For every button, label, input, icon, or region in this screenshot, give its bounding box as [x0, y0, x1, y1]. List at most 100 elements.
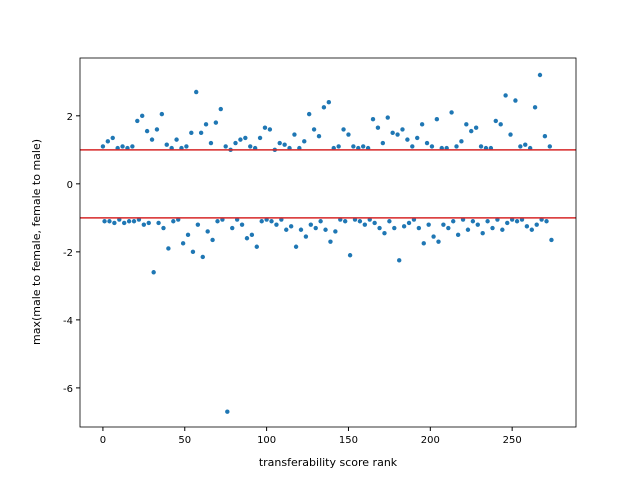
point [401, 224, 407, 229]
point [505, 220, 510, 226]
point [292, 132, 297, 137]
point [311, 127, 317, 132]
point [154, 127, 160, 132]
point [326, 100, 332, 105]
point [498, 122, 503, 127]
y-tick-label: -2 [63, 248, 73, 259]
point [434, 117, 440, 122]
point [302, 139, 307, 144]
point [508, 132, 513, 137]
point [470, 219, 476, 224]
point [184, 144, 189, 149]
point [151, 270, 156, 275]
point [397, 258, 402, 263]
point [316, 134, 322, 139]
point [306, 111, 312, 117]
plot-frame [79, 57, 577, 428]
point [120, 144, 125, 149]
point [259, 219, 264, 224]
point [174, 137, 179, 142]
point [230, 225, 235, 231]
point [144, 128, 150, 134]
point [441, 222, 446, 227]
point [465, 227, 471, 232]
point [346, 132, 351, 137]
y-axis-label: max(male to female, female to male) [30, 139, 43, 345]
point [308, 222, 314, 227]
point [284, 227, 289, 232]
point [189, 130, 194, 136]
point [395, 132, 400, 137]
point [429, 144, 435, 149]
point [370, 117, 376, 122]
point [243, 135, 248, 141]
point [446, 225, 451, 231]
y-tick-label: -4 [63, 316, 73, 327]
point [351, 144, 356, 149]
point [451, 219, 456, 224]
point [382, 230, 387, 236]
point [159, 111, 165, 117]
point [282, 142, 287, 147]
point [171, 219, 176, 224]
point [156, 220, 161, 226]
point [503, 93, 508, 98]
point [513, 98, 518, 103]
point [323, 227, 328, 232]
point [518, 144, 523, 149]
point [436, 239, 441, 244]
x-tick-label: 100 [257, 435, 276, 446]
point [249, 232, 255, 238]
point [529, 227, 535, 232]
point [544, 219, 549, 224]
point [194, 89, 199, 95]
point [480, 230, 485, 236]
point [140, 113, 145, 119]
point [213, 120, 219, 125]
point [298, 227, 304, 232]
point [100, 144, 106, 149]
point [198, 130, 204, 136]
point [372, 220, 377, 226]
point [532, 105, 538, 110]
point [257, 135, 263, 141]
point [341, 127, 346, 132]
point [146, 220, 151, 226]
point [385, 115, 390, 120]
point [131, 219, 137, 224]
point [549, 237, 554, 243]
point [375, 125, 381, 130]
x-tick-label: 0 [100, 435, 106, 446]
point [288, 224, 294, 229]
point [105, 139, 111, 144]
point [130, 144, 135, 149]
point [112, 220, 117, 226]
point [478, 144, 484, 149]
point [449, 110, 454, 115]
point [416, 225, 422, 231]
point [415, 135, 420, 141]
point [190, 249, 196, 255]
point [248, 144, 253, 149]
point [215, 219, 220, 224]
y-tick-label: -6 [63, 384, 73, 395]
point [208, 140, 214, 146]
point [459, 139, 464, 144]
point [542, 134, 548, 139]
point [223, 144, 228, 149]
point [534, 222, 539, 227]
point [244, 236, 250, 241]
point [357, 219, 363, 224]
point [161, 225, 166, 231]
point [421, 241, 426, 246]
point [406, 220, 412, 226]
point [380, 140, 386, 146]
point [475, 222, 480, 227]
point [110, 135, 115, 141]
point [269, 219, 274, 224]
point [524, 224, 530, 229]
point [537, 72, 543, 78]
point [405, 137, 410, 142]
point [225, 409, 230, 414]
